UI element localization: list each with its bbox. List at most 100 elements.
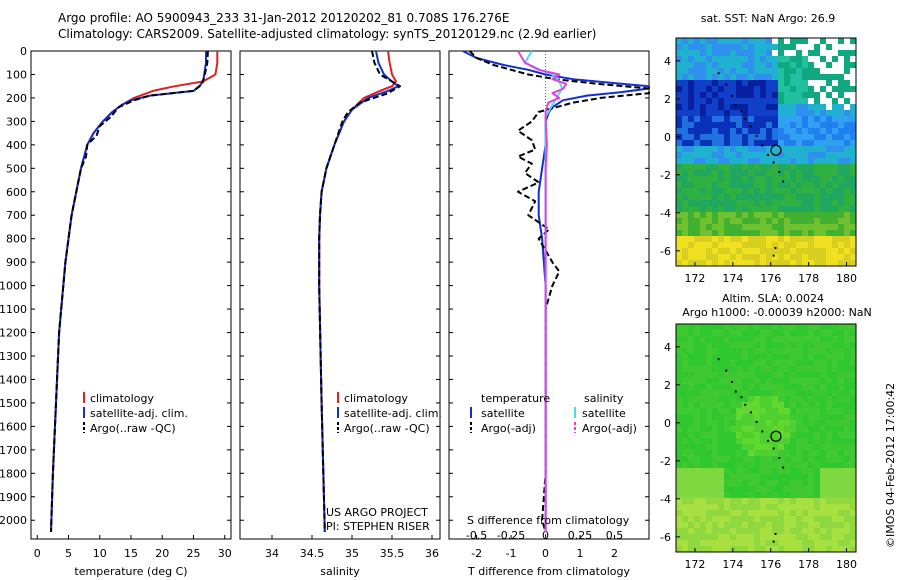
- map-cell: [688, 342, 695, 349]
- map-cell: [814, 528, 821, 535]
- map-cell: [808, 390, 815, 397]
- map-cell: [808, 152, 815, 159]
- map-cell: [694, 474, 701, 481]
- map-cell: [682, 534, 689, 541]
- map-cell: [760, 432, 767, 439]
- map-cell: [688, 516, 695, 523]
- map-cell: [712, 354, 719, 361]
- map-cell: [796, 194, 803, 201]
- map-cell: [844, 146, 851, 153]
- map-cell: [754, 492, 761, 499]
- map-cell: [724, 360, 731, 367]
- map-cell: [826, 188, 833, 195]
- map-cell: [778, 516, 785, 523]
- map-cell: [790, 224, 797, 231]
- map-cell: [700, 480, 707, 487]
- map-cell: [820, 248, 827, 255]
- map-cell: [754, 486, 761, 493]
- map-cell: [712, 50, 719, 57]
- map-cell: [814, 170, 821, 177]
- map-cell: [700, 492, 707, 499]
- difference-legend: temperature salinity satellite Argo(-adj…: [470, 392, 637, 435]
- map-cell: [712, 92, 719, 99]
- map-cell: [730, 68, 737, 75]
- map-cell: [850, 324, 857, 331]
- map-cell: [784, 390, 791, 397]
- map-cell: [814, 444, 821, 451]
- map-cell: [742, 62, 749, 69]
- map-cell: [778, 128, 785, 135]
- map-cell: [718, 38, 725, 45]
- map-cell: [736, 474, 743, 481]
- map-cell: [718, 336, 725, 343]
- map-cell: [844, 116, 851, 123]
- map-cell: [832, 224, 839, 231]
- map-cell: [772, 492, 779, 499]
- map-cell: [796, 200, 803, 207]
- map-cell: [850, 86, 857, 93]
- map-cell: [736, 254, 743, 261]
- map-cell: [712, 212, 719, 219]
- map-cell: [760, 504, 767, 511]
- map-cell: [790, 62, 797, 69]
- map-cell: [688, 372, 695, 379]
- map-cell: [844, 86, 851, 93]
- map-cell: [688, 396, 695, 403]
- map-cell: [682, 86, 689, 93]
- map-cell: [838, 528, 845, 535]
- map-cell: [766, 164, 773, 171]
- map-cell: [718, 444, 725, 451]
- map-cell: [826, 426, 833, 433]
- map-cell: [784, 396, 791, 403]
- map-cell: [718, 384, 725, 391]
- map-cell: [796, 260, 803, 267]
- map-cell: [682, 384, 689, 391]
- map-cell: [718, 92, 725, 99]
- map-cell: [796, 504, 803, 511]
- map-cell: [676, 230, 683, 237]
- map-cell: [772, 248, 779, 255]
- map-cell: [802, 354, 809, 361]
- map-cell: [730, 218, 737, 225]
- map-cell: [718, 176, 725, 183]
- map-cell: [700, 188, 707, 195]
- map-cell: [844, 248, 851, 255]
- map-cell: [784, 176, 791, 183]
- map-cell: [724, 540, 731, 547]
- map-cell: [778, 510, 785, 517]
- x-tick-top-label: 0.5: [606, 529, 624, 542]
- map-cell: [820, 390, 827, 397]
- map-cell: [688, 384, 695, 391]
- map-cell: [808, 110, 815, 117]
- map-cell: [838, 194, 845, 201]
- map-cell: [832, 104, 839, 111]
- map-cell: [724, 248, 731, 255]
- map-cell: [814, 348, 821, 355]
- map-cell: [700, 92, 707, 99]
- x-tick-top-label: 0: [542, 529, 549, 542]
- map-cell: [814, 534, 821, 541]
- map-cell: [754, 134, 761, 141]
- map-cell: [724, 236, 731, 243]
- map-cell: [748, 462, 755, 469]
- map-cell: [748, 354, 755, 361]
- legend-label-sal-argo: Argo(-adj): [582, 422, 637, 435]
- map-cell: [742, 236, 749, 243]
- map-cell: [832, 236, 839, 243]
- map-cell: [712, 324, 719, 331]
- map-cell: [850, 92, 857, 99]
- map-cell: [826, 92, 833, 99]
- map-cell: [694, 504, 701, 511]
- map-cell: [682, 540, 689, 547]
- map-cell: [754, 402, 761, 409]
- map-cell: [688, 56, 695, 63]
- map-cell: [724, 528, 731, 535]
- map-cell: [766, 348, 773, 355]
- map-cell: [838, 206, 845, 213]
- map-cell: [796, 384, 803, 391]
- map-cell: [700, 444, 707, 451]
- map-cell: [688, 546, 695, 553]
- map-cell: [748, 450, 755, 457]
- map-cell: [772, 62, 779, 69]
- map-cell: [832, 390, 839, 397]
